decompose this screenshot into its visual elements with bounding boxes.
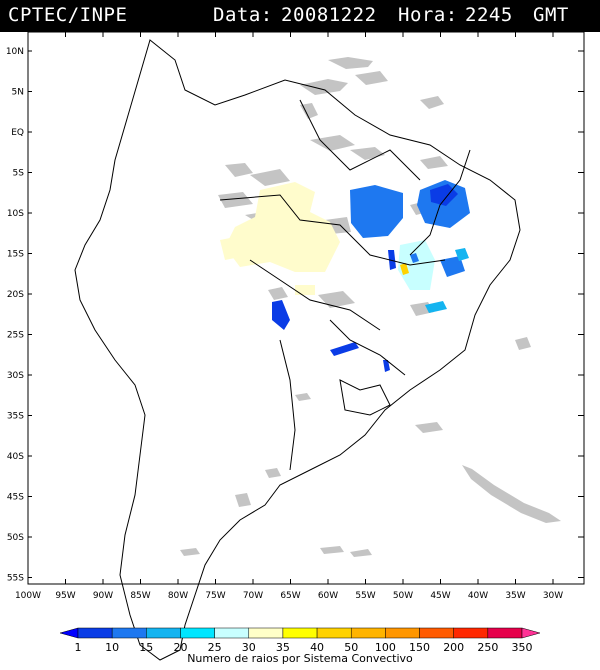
legend-value: 100	[375, 641, 396, 654]
legend-value: 10	[105, 641, 119, 654]
legend-swatch	[180, 627, 215, 639]
lat-label: 5N	[12, 88, 24, 98]
lon-label: 60W	[318, 591, 338, 601]
legend-swatch	[282, 627, 318, 639]
legend-value: 20	[173, 641, 187, 654]
legend-swatch	[248, 627, 284, 639]
legend-swatch	[146, 627, 181, 639]
legend-value: 30	[242, 641, 256, 654]
lon-label: 90W	[93, 591, 113, 601]
legend-swatch	[59, 627, 79, 639]
legend-value: 1	[75, 641, 82, 654]
lon-label: 50W	[393, 591, 413, 601]
lat-label: 55S	[7, 574, 24, 584]
legend-value: 250	[477, 641, 498, 654]
legend-swatch	[521, 627, 541, 639]
lon-label: 55W	[355, 591, 375, 601]
map-header: CPTEC/INPE Data: 20081222 Hora: 2245 GMT	[0, 0, 600, 32]
lon-label: 85W	[130, 591, 150, 601]
lat-label: 50S	[7, 533, 24, 543]
legend-colorbar	[59, 627, 541, 639]
timezone-label: GMT	[533, 4, 569, 26]
lat-label: 5S	[13, 169, 25, 179]
lat-label: EQ	[11, 128, 24, 138]
legend-swatch	[419, 627, 454, 639]
date-value: 20081222	[281, 4, 377, 26]
legend-value: 40	[310, 641, 324, 654]
legend-value: 15	[139, 641, 153, 654]
legend-tick-labels: 1 10 15 20 25 30 35 40 50 100 150 200 250 350	[75, 641, 533, 654]
lat-label: 15S	[7, 250, 24, 260]
source-label: CPTEC/INPE	[8, 4, 128, 26]
coastlines	[74, 39, 521, 661]
lon-label: 70W	[243, 591, 263, 601]
legend-swatch	[77, 627, 113, 639]
lon-label: 35W	[505, 591, 525, 601]
legend-value: 350	[512, 641, 533, 654]
lon-label: 45W	[430, 591, 450, 601]
longitude-labels: 100W 95W 90W 85W 80W 75W 70W 65W 60W 55W 50W 45W 40W…	[15, 591, 563, 601]
low-lightning-area	[220, 182, 340, 295]
lat-label: 10N	[6, 47, 24, 57]
graticule	[27, 32, 584, 584]
hour-label: Hora:	[398, 4, 458, 26]
lon-label: 40W	[468, 591, 488, 601]
lat-label: 10S	[7, 209, 24, 219]
lat-label: 25S	[7, 331, 24, 341]
lon-label: 65W	[280, 591, 300, 601]
legend-swatch	[214, 627, 250, 639]
legend-value: 200	[443, 641, 464, 654]
lat-label: 40S	[7, 452, 24, 462]
legend-value: 25	[208, 641, 222, 654]
lon-label: 100W	[15, 591, 41, 601]
lat-label: 20S	[7, 290, 24, 300]
legend-swatch	[111, 627, 147, 639]
legend-title: Numero de raios por Sistema Convectivo	[187, 652, 413, 665]
lon-label: 30W	[543, 591, 563, 601]
legend-swatch	[385, 627, 420, 639]
lon-label: 95W	[55, 591, 75, 601]
lat-label: 30S	[7, 371, 24, 381]
lat-label: 45S	[7, 493, 24, 503]
legend-value: 150	[409, 641, 430, 654]
legend-swatch	[487, 627, 523, 639]
lat-label: 35S	[7, 412, 24, 422]
legend-value: 35	[276, 641, 290, 654]
date-label: Data:	[213, 4, 273, 26]
legend-swatch	[316, 627, 352, 639]
lightning-systems	[272, 180, 470, 372]
legend-swatch	[350, 627, 386, 639]
hour-value: 2245	[465, 4, 513, 26]
legend-value: 50	[344, 641, 358, 654]
legend-swatch	[453, 627, 489, 639]
lon-label: 75W	[205, 591, 225, 601]
latitude-labels: 10N 5N EQ 5S 10S 15S 20S 25S 30S 35S 40S 45S 50S 55S	[6, 47, 24, 584]
lon-label: 80W	[168, 591, 188, 601]
